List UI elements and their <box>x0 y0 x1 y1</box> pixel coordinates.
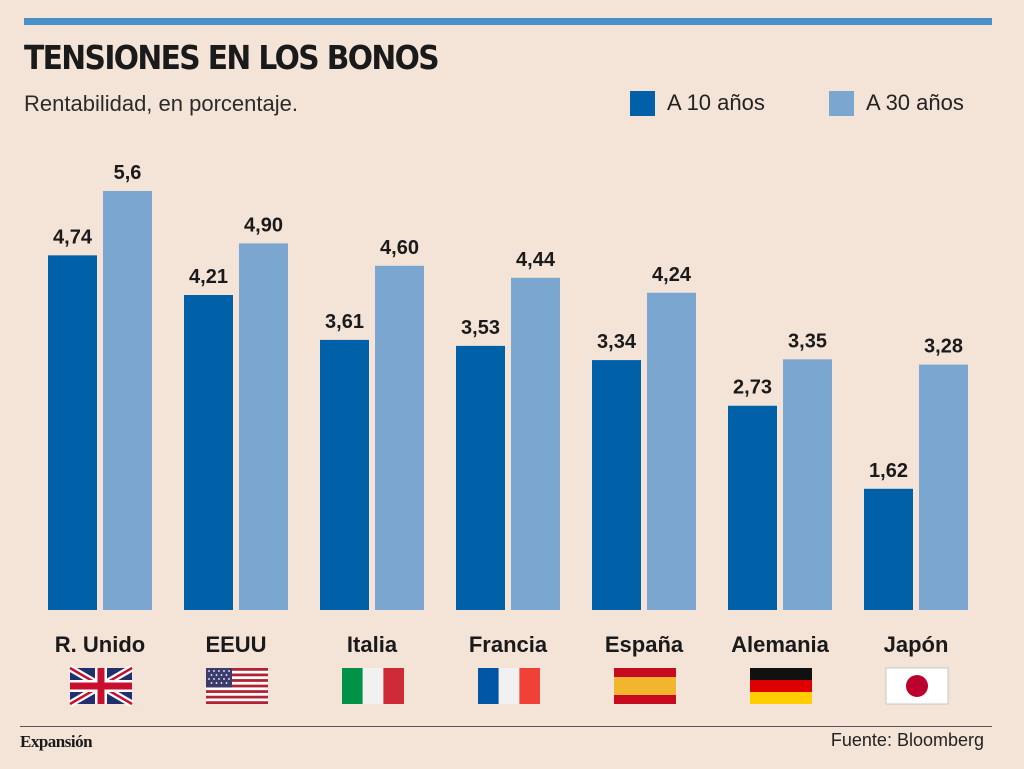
value-label-30y-0: 5,6 <box>114 162 142 184</box>
bar-30y-1 <box>239 243 288 610</box>
value-label-30y-2: 4,60 <box>380 237 419 259</box>
category-label-0: R. Unido <box>55 632 145 657</box>
value-label-30y-1: 4,90 <box>244 214 283 236</box>
legend-item-30: A 30 años <box>829 90 964 116</box>
value-label-10y-6: 1,62 <box>869 460 908 482</box>
bar-10y-3 <box>456 345 505 610</box>
category-label-1: EEUU <box>205 632 266 657</box>
spain-flag-icon <box>614 668 676 704</box>
value-label-10y-2: 3,61 <box>325 311 364 333</box>
bar-30y-0 <box>103 191 152 610</box>
value-label-10y-3: 3,53 <box>461 317 500 339</box>
category-label-2: Italia <box>347 632 398 657</box>
bar-30y-2 <box>375 265 424 610</box>
category-label-4: España <box>605 632 684 657</box>
value-label-10y-0: 4,74 <box>53 226 93 248</box>
legend-item-10: A 10 años <box>630 90 765 116</box>
us-flag-icon <box>206 668 268 705</box>
legend-swatch-10 <box>630 90 655 116</box>
value-label-10y-1: 4,21 <box>189 266 228 288</box>
category-label-3: Francia <box>469 632 548 657</box>
value-label-30y-4: 4,24 <box>652 264 692 286</box>
italy-flag-icon <box>342 668 404 704</box>
germany-flag-icon <box>750 668 812 704</box>
top-rule <box>24 18 992 25</box>
bar-10y-6 <box>864 488 913 610</box>
legend-swatch-30 <box>829 90 854 116</box>
source-note: Fuente: Bloomberg <box>830 730 984 750</box>
bar-10y-1 <box>184 295 233 610</box>
value-label-10y-5: 2,73 <box>733 377 772 399</box>
category-label-5: Alemania <box>731 632 830 657</box>
footer-rule <box>20 726 992 727</box>
brand-logo: Expansión <box>20 732 93 751</box>
bar-30y-3 <box>511 277 560 610</box>
value-label-10y-4: 3,34 <box>597 331 637 353</box>
france-flag-icon <box>478 668 540 704</box>
chart-title: TENSIONES EN LOS BONOS <box>24 38 440 77</box>
value-label-30y-6: 3,28 <box>924 336 963 358</box>
bar-10y-2 <box>320 339 369 610</box>
value-label-30y-3: 4,44 <box>516 249 556 271</box>
value-label-30y-5: 3,35 <box>788 330 827 352</box>
chart-subtitle: Rentabilidad, en porcentaje. <box>24 91 298 116</box>
bar-10y-4 <box>592 360 641 610</box>
category-label-6: Japón <box>884 632 949 657</box>
legend-label-30: A 30 años <box>866 90 964 115</box>
japan-flag-icon <box>885 667 949 705</box>
bar-10y-5 <box>728 405 777 610</box>
bar-10y-0 <box>48 255 97 610</box>
legend-label-10: A 10 años <box>667 90 765 115</box>
bar-30y-4 <box>647 292 696 610</box>
bar-30y-6 <box>919 364 968 610</box>
uk-flag-icon <box>68 664 134 708</box>
bar-30y-5 <box>783 359 832 610</box>
